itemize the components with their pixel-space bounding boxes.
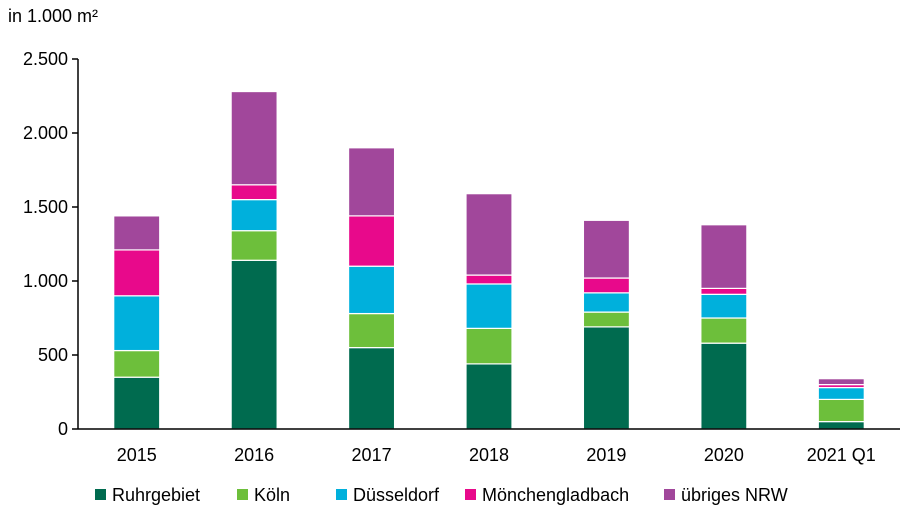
- legend-swatch: [95, 489, 106, 500]
- x-tick-label: 2021 Q1: [807, 445, 876, 465]
- bars: [113, 90, 865, 430]
- bar-segment: [230, 90, 278, 186]
- y-tick-label: 2.000: [23, 123, 68, 143]
- bar-segment: [700, 293, 748, 319]
- bar-segment: [582, 292, 631, 313]
- legend-label: Düsseldorf: [353, 485, 440, 505]
- bar-segment: [817, 386, 865, 400]
- y-tick-label: 1.000: [23, 271, 68, 291]
- legend-label: übriges NRW: [681, 485, 788, 505]
- bar-segment: [230, 199, 278, 232]
- bar-segment: [347, 312, 396, 349]
- bar-segment: [347, 347, 396, 430]
- legend-label: Mönchengladbach: [482, 485, 629, 505]
- y-axis-ticks: 0 500 1.000 1.500 2.000 2.500: [23, 49, 78, 439]
- bar-segment: [582, 311, 631, 328]
- y-tick-label: 500: [38, 345, 68, 365]
- bar-segment: [113, 215, 161, 251]
- x-axis-labels: 2015 2016 2017 2018 2019 2020 2021 Q1: [117, 445, 876, 465]
- bar-segment: [465, 274, 513, 285]
- x-tick-label: 2015: [117, 445, 157, 465]
- bar-segment: [817, 398, 865, 423]
- bar-segment: [113, 349, 161, 378]
- x-tick-label: 2020: [704, 445, 744, 465]
- x-tick-label: 2019: [586, 445, 626, 465]
- bar-segment: [700, 287, 748, 295]
- bar-segment: [113, 249, 161, 297]
- x-tick-label: 2016: [234, 445, 274, 465]
- bar-segment: [582, 277, 631, 294]
- bar-segment: [465, 327, 513, 365]
- bar-segment: [465, 193, 513, 276]
- legend-swatch: [237, 489, 248, 500]
- unit-label: in 1.000 m²: [8, 6, 98, 26]
- bar-segment: [230, 230, 278, 261]
- bar-segment: [817, 421, 865, 430]
- y-tick-label: 2.500: [23, 49, 68, 69]
- y-tick-label: 0: [58, 419, 68, 439]
- bar-segment: [582, 219, 631, 279]
- bar-segment: [230, 184, 278, 201]
- y-tick-label: 1.500: [23, 197, 68, 217]
- x-tick-label: 2018: [469, 445, 509, 465]
- bar-segment: [347, 215, 396, 267]
- bar-segment: [347, 147, 396, 217]
- bar-segment: [817, 378, 865, 386]
- bar-segment: [700, 317, 748, 344]
- legend-label: Ruhrgebiet: [112, 485, 200, 505]
- bar-segment: [700, 342, 748, 430]
- legend-swatch: [336, 489, 347, 500]
- bar-segment: [582, 326, 631, 430]
- bar-segment: [465, 283, 513, 329]
- bar-segment: [230, 259, 278, 430]
- legend: Ruhrgebiet Köln Düsseldorf Mönchengladbach ü…: [95, 485, 788, 505]
- bar-segment: [700, 224, 748, 289]
- x-tick-label: 2017: [352, 445, 392, 465]
- bar-segment: [113, 376, 161, 430]
- legend-label: Köln: [254, 485, 290, 505]
- bar-segment: [347, 265, 396, 315]
- bar-segment: [465, 363, 513, 430]
- legend-swatch: [465, 489, 476, 500]
- legend-swatch: [664, 489, 675, 500]
- bar-segment: [113, 295, 161, 352]
